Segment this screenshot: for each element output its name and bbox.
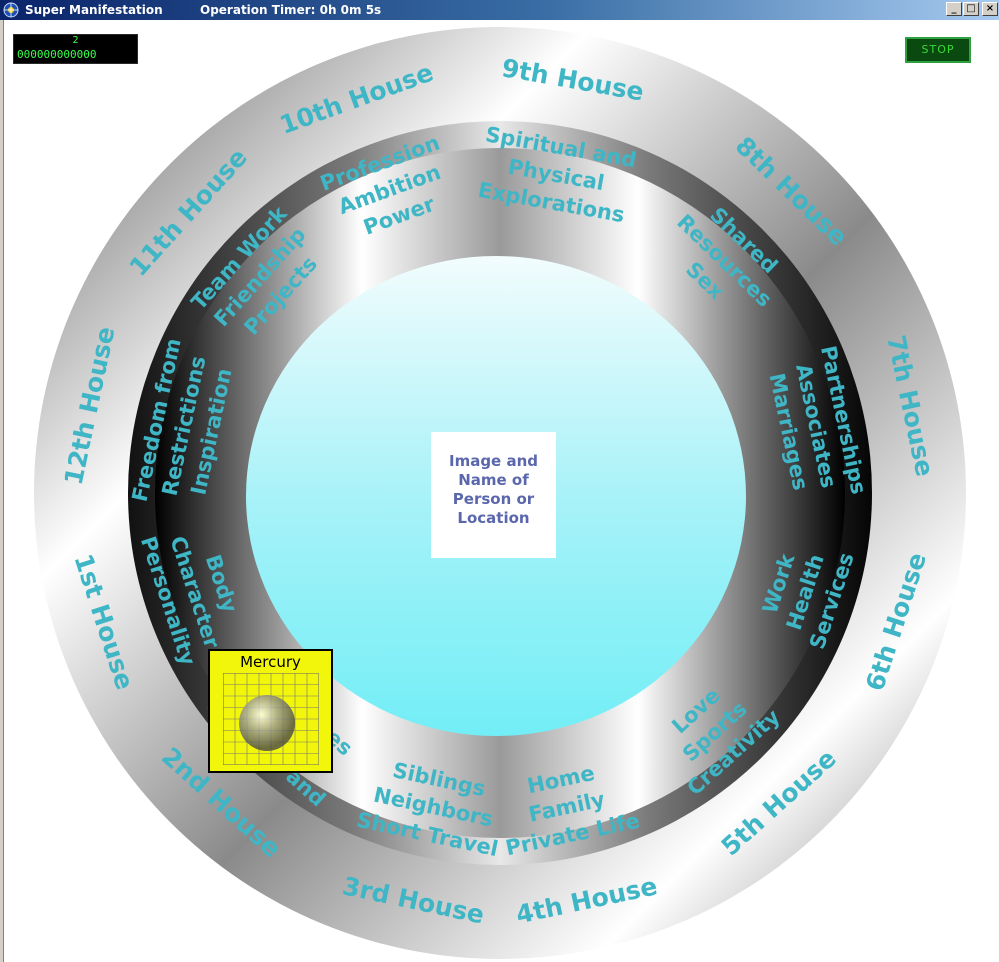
center-image-card[interactable]: Image and Name of Person or Location [431,432,556,558]
planet-card-mercury[interactable]: Mercury [208,649,333,773]
counter-bottom-value: 000000000000 [17,48,97,61]
center-line: Image and [448,452,538,470]
planet-name: Mercury [240,653,301,671]
title-bar: Super Manifestation Operation Timer: 0h … [0,0,999,20]
close-button[interactable]: × [982,2,998,16]
magic-square-grid [223,673,319,765]
window-title: Super Manifestation [25,3,163,17]
app-icon [3,2,19,18]
operation-timer: Operation Timer: 0h 0m 5s [200,3,382,17]
window-frame-left [0,20,4,962]
center-label: Image and Name of Person or Location [431,452,556,528]
center-line: Location [457,509,530,527]
planet-orb [239,695,295,751]
center-line: Name of [458,471,529,489]
counter-top-value: 2 [72,35,79,46]
minimize-button[interactable]: _ [946,2,962,16]
maximize-button[interactable]: □ [963,2,979,16]
counter-display: 2 000000000000 [13,34,138,64]
center-line: Person or [452,490,535,508]
stop-button[interactable]: STOP [905,37,971,63]
